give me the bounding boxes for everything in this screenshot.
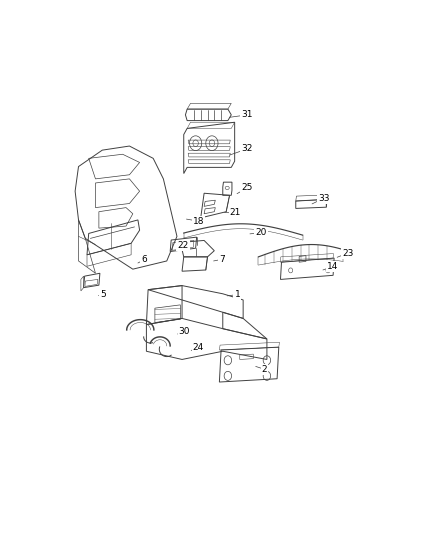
- Text: 7: 7: [219, 255, 225, 264]
- Text: 6: 6: [141, 255, 147, 264]
- Text: 31: 31: [241, 110, 253, 119]
- Text: 22: 22: [177, 241, 189, 251]
- Text: 24: 24: [193, 343, 204, 352]
- Text: 20: 20: [255, 228, 267, 237]
- Text: 5: 5: [100, 290, 106, 299]
- Text: 33: 33: [318, 193, 330, 203]
- Text: 32: 32: [241, 144, 253, 154]
- Text: 25: 25: [241, 183, 253, 192]
- Text: 18: 18: [193, 216, 204, 225]
- Text: 2: 2: [262, 365, 267, 374]
- Text: 23: 23: [342, 249, 353, 257]
- Text: 30: 30: [179, 327, 190, 336]
- Text: 14: 14: [327, 262, 338, 271]
- Text: 1: 1: [234, 290, 240, 299]
- Text: 21: 21: [230, 208, 241, 217]
